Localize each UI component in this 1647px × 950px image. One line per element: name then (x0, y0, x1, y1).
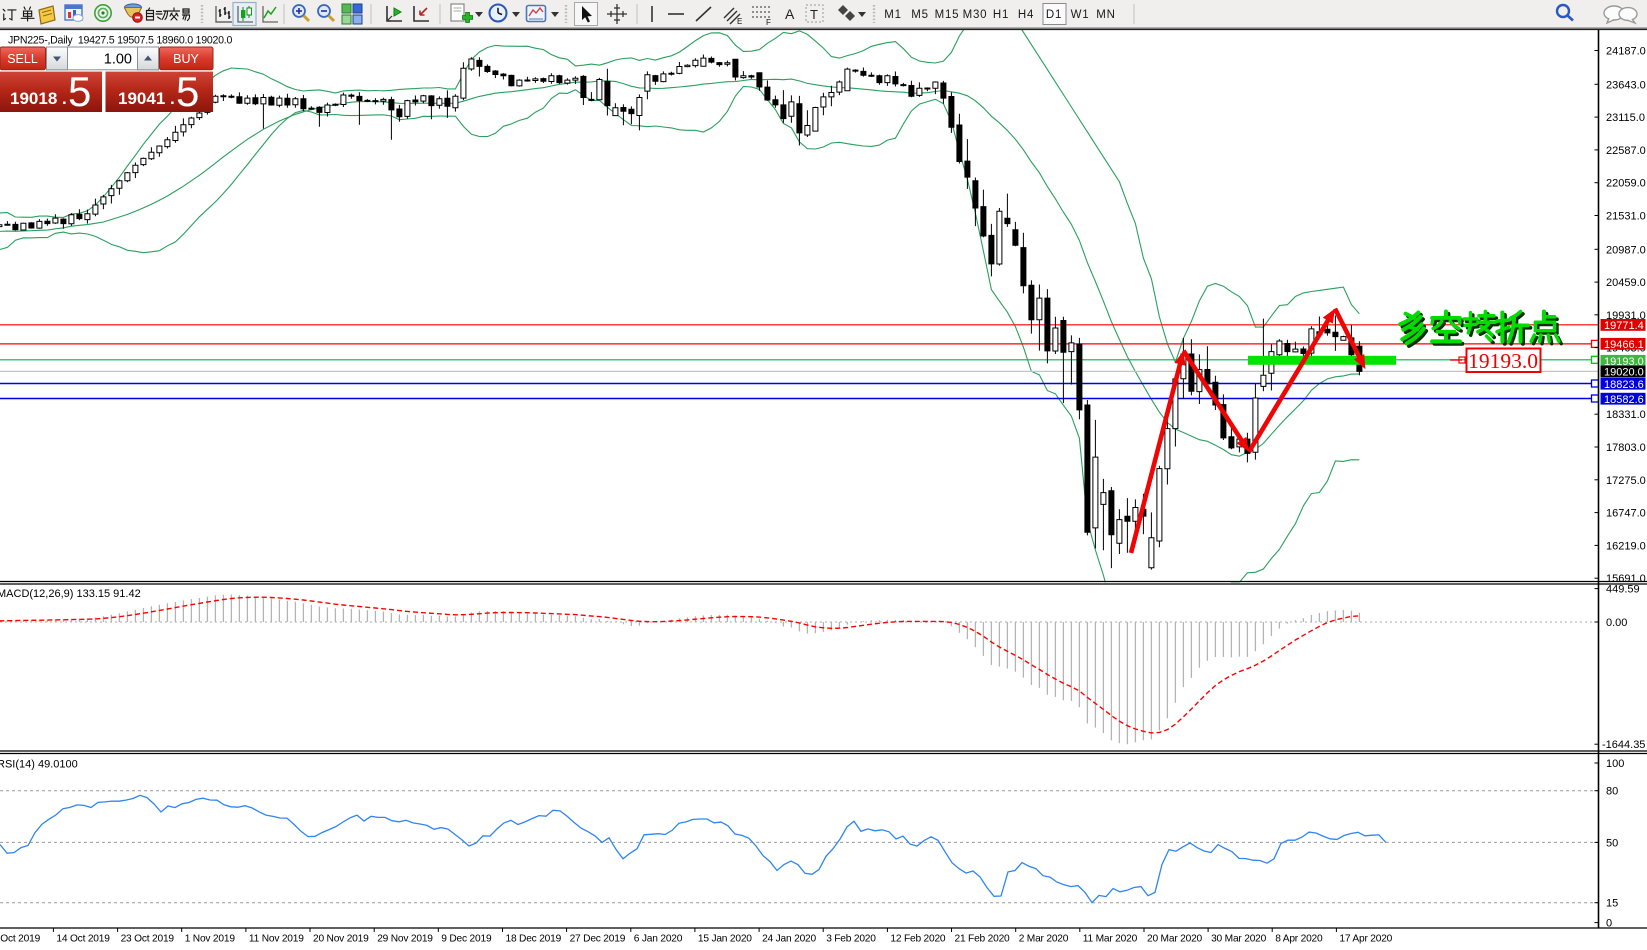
svg-text:W1: W1 (1071, 9, 1090, 21)
svg-text:23643.0: 23643.0 (1606, 79, 1646, 91)
svg-text:A: A (785, 6, 795, 22)
svg-text:27 Dec 2019: 27 Dec 2019 (570, 934, 626, 945)
svg-text:5: 5 (176, 68, 199, 115)
svg-text:1 Nov 2019: 1 Nov 2019 (185, 934, 236, 945)
svg-text:.: . (62, 89, 67, 108)
svg-text:16747.0: 16747.0 (1606, 508, 1646, 520)
svg-text:20 Nov 2019: 20 Nov 2019 (313, 934, 369, 945)
svg-text:5: 5 (68, 68, 91, 115)
svg-text:11 Mar 2020: 11 Mar 2020 (1083, 934, 1138, 945)
svg-text:23 Oct 2019: 23 Oct 2019 (121, 934, 175, 945)
svg-text:E: E (737, 17, 742, 26)
svg-text:-1644.35: -1644.35 (1602, 739, 1645, 751)
svg-text:30 Mar 2020: 30 Mar 2020 (1211, 934, 1267, 945)
svg-text:F: F (766, 18, 771, 27)
svg-text:16219.0: 16219.0 (1606, 540, 1646, 552)
svg-text:14 Oct 2019: 14 Oct 2019 (56, 934, 110, 945)
svg-text:M5: M5 (911, 9, 929, 21)
svg-text:15691.0: 15691.0 (1606, 573, 1646, 585)
svg-text:18582.6: 18582.6 (1604, 394, 1644, 406)
svg-text:22587.0: 22587.0 (1606, 145, 1646, 157)
svg-text:H4: H4 (1018, 9, 1034, 21)
svg-text:18 Dec 2019: 18 Dec 2019 (506, 934, 562, 945)
svg-text:19931.0: 19931.0 (1606, 310, 1646, 322)
svg-text:29 Nov 2019: 29 Nov 2019 (377, 934, 433, 945)
svg-text:JPN225-,Daily 19427.5 19507.5: JPN225-,Daily 19427.5 19507.5 18960.0 19… (8, 35, 232, 47)
svg-text:1.00: 1.00 (104, 52, 132, 68)
svg-text:19771.4: 19771.4 (1604, 320, 1644, 332)
svg-text:4 Oct 2019: 4 Oct 2019 (0, 934, 41, 945)
svg-text:0: 0 (1606, 918, 1612, 930)
svg-text:20987.0: 20987.0 (1606, 244, 1646, 256)
svg-text:3 Feb 2020: 3 Feb 2020 (826, 934, 876, 945)
svg-text:2 Mar 2020: 2 Mar 2020 (1019, 934, 1069, 945)
svg-text:MACD(12,26,9) 133.15 91.42: MACD(12,26,9) 133.15 91.42 (0, 588, 141, 600)
svg-text:449.59: 449.59 (1606, 584, 1640, 596)
svg-text:12 Feb 2020: 12 Feb 2020 (890, 934, 946, 945)
svg-text:H1: H1 (993, 9, 1009, 21)
svg-text:20459.0: 20459.0 (1606, 277, 1646, 289)
svg-text:MN: MN (1096, 9, 1116, 21)
svg-text:11 Nov 2019: 11 Nov 2019 (249, 934, 304, 945)
svg-text:BUY: BUY (173, 52, 199, 66)
svg-text:19466.1: 19466.1 (1604, 339, 1644, 351)
svg-text:M30: M30 (963, 9, 988, 21)
svg-text:17 Apr 2020: 17 Apr 2020 (1339, 934, 1392, 945)
svg-text:RSI(14) 49.0100: RSI(14) 49.0100 (0, 759, 78, 771)
svg-text:8 Apr 2020: 8 Apr 2020 (1275, 934, 1323, 945)
svg-text:6 Jan 2020: 6 Jan 2020 (634, 934, 683, 945)
svg-text:50: 50 (1606, 837, 1618, 849)
svg-text:M15: M15 (935, 9, 960, 21)
svg-text:9 Dec 2019: 9 Dec 2019 (441, 934, 492, 945)
svg-text:22059.0: 22059.0 (1606, 178, 1646, 190)
svg-text:15 Jan 2020: 15 Jan 2020 (698, 934, 752, 945)
svg-text:SELL: SELL (7, 52, 38, 66)
svg-text:23115.0: 23115.0 (1606, 112, 1645, 124)
svg-text:20 Mar 2020: 20 Mar 2020 (1147, 934, 1203, 945)
svg-text:T: T (810, 7, 818, 22)
svg-text:19041: 19041 (118, 89, 165, 108)
svg-text:24187.0: 24187.0 (1606, 46, 1646, 58)
svg-text:M1: M1 (884, 9, 902, 21)
svg-text:17275.0: 17275.0 (1606, 475, 1646, 487)
svg-text:24 Jan 2020: 24 Jan 2020 (762, 934, 816, 945)
svg-text:21 Feb 2020: 21 Feb 2020 (955, 934, 1011, 945)
svg-text:100: 100 (1606, 758, 1624, 770)
svg-text:19193.0: 19193.0 (1604, 356, 1644, 368)
svg-text:18823.6: 18823.6 (1604, 379, 1644, 391)
svg-text:0.00: 0.00 (1606, 617, 1627, 629)
svg-text:19193.0: 19193.0 (1468, 349, 1538, 373)
svg-text:17803.0: 17803.0 (1606, 442, 1646, 454)
svg-text:D1: D1 (1046, 9, 1062, 21)
svg-text:80: 80 (1606, 786, 1618, 798)
svg-text:.: . (170, 89, 175, 108)
svg-text:19018: 19018 (10, 89, 57, 108)
svg-text:15: 15 (1606, 898, 1618, 910)
svg-text:19020.0: 19020.0 (1604, 367, 1644, 379)
svg-text:18331.0: 18331.0 (1606, 409, 1646, 421)
svg-text:21531.0: 21531.0 (1606, 211, 1646, 223)
